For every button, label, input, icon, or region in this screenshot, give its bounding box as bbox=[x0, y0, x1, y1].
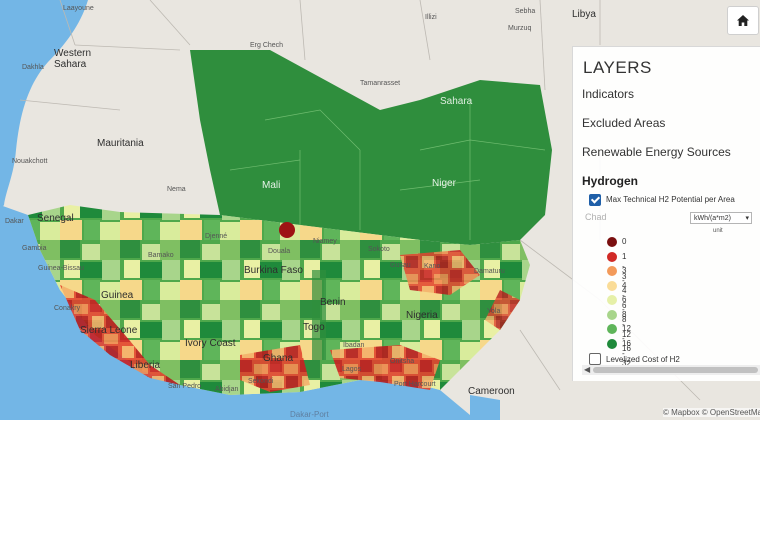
unit-select-value: kWh/(a*m2) bbox=[694, 215, 731, 222]
place-onitsha: Onitsha bbox=[390, 358, 415, 365]
place-abidjan: Abidjan bbox=[215, 386, 239, 393]
legend-label: 1 - 3 bbox=[622, 251, 627, 281]
levelized-cost-label: Levelized Cost of H2 bbox=[606, 355, 680, 364]
section-hydrogen: Hydrogen bbox=[582, 174, 639, 188]
legend-swatch bbox=[607, 309, 617, 320]
place-dakar: Dakar bbox=[5, 218, 24, 225]
place-san-pedro: San Pedro bbox=[168, 383, 202, 390]
place-nema: Nema bbox=[167, 186, 186, 193]
country-ivory-coast: Ivory Coast bbox=[185, 338, 236, 349]
place-nouakchott: Nouakchott bbox=[12, 158, 48, 165]
legend-swatch bbox=[607, 251, 617, 262]
legend-swatch bbox=[607, 237, 617, 247]
place-sekondi: Sekondi bbox=[248, 378, 274, 385]
country-senegal: Senegal bbox=[37, 213, 74, 224]
place-guinea-bissau: Guinea-Bissau bbox=[38, 265, 84, 272]
place-sebha: Sebha bbox=[515, 8, 536, 15]
legend-swatch bbox=[607, 280, 617, 291]
country-benin: Benin bbox=[320, 297, 346, 308]
legend-label: 8 - 12 bbox=[622, 309, 631, 339]
place-murzuq: Murzuq bbox=[508, 25, 532, 32]
place-lagos: Lagos bbox=[342, 366, 362, 373]
section-renewable-energy[interactable]: Renewable Energy Sources bbox=[582, 145, 731, 159]
place-damaturu: Damaturu bbox=[474, 268, 505, 275]
unit-caption: unit bbox=[713, 228, 723, 234]
place-gambia: Gambia bbox=[22, 245, 47, 252]
layers-title: LAYERS bbox=[583, 58, 652, 77]
region-sahara: Sahara bbox=[440, 96, 473, 107]
chevron-down-icon: ▾ bbox=[745, 215, 749, 222]
country-libya: Libya bbox=[572, 9, 596, 20]
place-laayoune: Laayoune bbox=[63, 5, 94, 12]
legend-label: 4 - 6 bbox=[622, 280, 627, 310]
map-graphics bbox=[0, 0, 701, 420]
legend-label: 0 bbox=[622, 237, 627, 246]
max-potential-label: Max Technical H2 Potential per Area bbox=[606, 195, 735, 204]
home-icon bbox=[737, 15, 749, 26]
chad-ghost-label: Chad bbox=[585, 212, 607, 222]
legend-label: 16 - 32 bbox=[622, 338, 631, 368]
legend-label: 12 - 16 bbox=[622, 324, 631, 353]
country-ghana: Ghana bbox=[263, 353, 294, 364]
place-yola: Yola bbox=[487, 308, 501, 315]
country-liberia: Liberia bbox=[130, 360, 161, 371]
country-mali: Mali bbox=[262, 180, 281, 191]
section-excluded-areas[interactable]: Excluded Areas bbox=[582, 116, 666, 130]
place-kaya: Douala bbox=[268, 248, 291, 255]
country-guinea: Guinea bbox=[101, 290, 134, 301]
country-western-sahara: Western Sahara bbox=[54, 48, 92, 70]
place-dakhla: Dakhla bbox=[22, 64, 44, 71]
legend-swatch bbox=[607, 324, 617, 334]
place-illizi: Illizi bbox=[425, 14, 437, 21]
place-bamako: Bamako bbox=[148, 252, 174, 259]
map-attribution[interactable]: © Mapbox © OpenStreetMap bbox=[663, 408, 760, 417]
place-gusau: Gusau bbox=[390, 262, 411, 269]
legend-swatch bbox=[607, 266, 617, 276]
unit-select[interactable]: kWh/(a*m2) ▾ bbox=[690, 212, 752, 224]
place-kano: Kano bbox=[424, 263, 441, 270]
country-burkina-faso: Burkina Faso bbox=[244, 265, 303, 276]
legend-swatch bbox=[607, 338, 617, 349]
place-sokoto: Sokoto bbox=[368, 246, 390, 253]
place-conakry: Conakry bbox=[54, 305, 81, 312]
country-niger: Niger bbox=[432, 178, 456, 189]
horizontal-scrollbar[interactable]: ◀ bbox=[582, 365, 760, 375]
country-cameroon: Cameroon bbox=[468, 386, 515, 397]
place-erg-chech: Erg Chech bbox=[250, 42, 284, 49]
country-sierra-leone: Sierra Leone bbox=[80, 325, 138, 336]
scroll-left-icon[interactable]: ◀ bbox=[584, 365, 591, 374]
legend-label: 6 - 8 bbox=[622, 295, 627, 324]
place-tamanrasset: Tamanrasset bbox=[360, 80, 401, 87]
ocean-label: Dakar-Port bbox=[290, 410, 329, 419]
home-button[interactable] bbox=[727, 6, 759, 35]
place-ibadan: Ibadan bbox=[343, 342, 365, 349]
country-nigeria: Nigeria bbox=[406, 310, 438, 321]
legend-swatch bbox=[607, 295, 617, 305]
legend-label: 3 - 4 bbox=[622, 266, 627, 295]
country-mauritania: Mauritania bbox=[97, 138, 144, 149]
country-togo: Togo bbox=[303, 322, 325, 333]
place-niamey: Niamey bbox=[313, 238, 337, 245]
scroll-thumb[interactable] bbox=[593, 367, 758, 373]
levelized-cost-checkbox[interactable] bbox=[589, 353, 601, 365]
place-djenne: Djenné bbox=[205, 233, 228, 240]
max-potential-checkbox[interactable] bbox=[589, 194, 601, 206]
place-port-harcourt: Port Harcourt bbox=[394, 381, 436, 388]
section-indicators[interactable]: Indicators bbox=[582, 87, 635, 101]
